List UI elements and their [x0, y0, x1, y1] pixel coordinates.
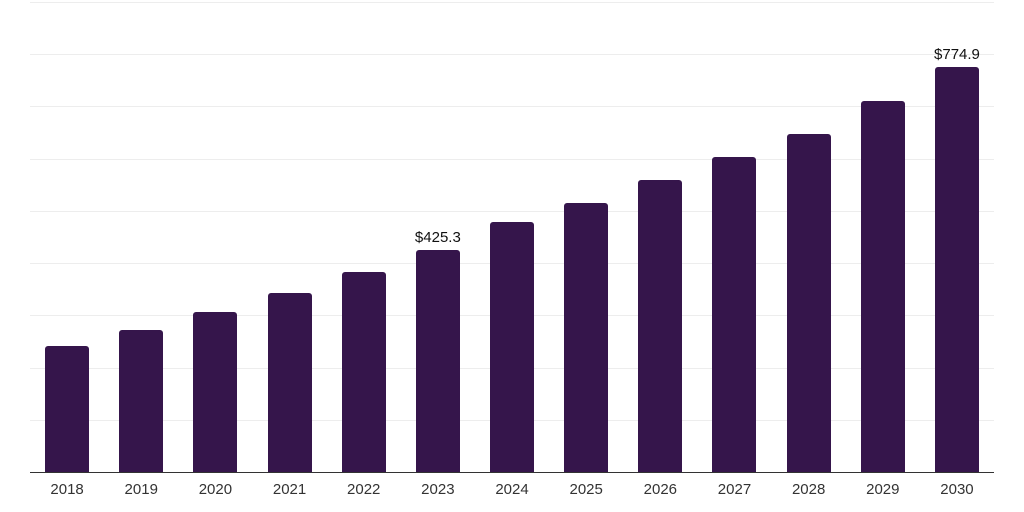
bar-slot-2024 [475, 2, 549, 472]
bar-slot-2020 [178, 2, 252, 472]
x-tick-label-2023: 2023 [421, 481, 455, 498]
x-axis-tick-labels: 2018 2019 2020 2021 2022 2023 2024 2025 2026 2027… [30, 481, 994, 499]
bar-slot-2026 [623, 2, 697, 472]
x-tick-label-2026: 2026 [643, 481, 678, 498]
bar-2028 [786, 133, 831, 472]
y-gridline [30, 54, 994, 56]
bar-2030: $774.9 [934, 46, 980, 472]
bar-2022 [341, 272, 386, 472]
y-gridline [30, 158, 994, 160]
bar-2019 [119, 329, 164, 472]
x-tick-label-2030: 2030 [940, 481, 974, 498]
bar-2021 [267, 293, 312, 472]
bar-slot-2025 [549, 2, 623, 472]
x-tick-label-2024: 2024 [495, 481, 529, 498]
y-gridline [30, 106, 994, 108]
x-tick-label-2028: 2028 [791, 481, 826, 498]
bar-2025 [564, 203, 609, 472]
x-tick-label-2019: 2019 [124, 481, 158, 498]
y-gridline [30, 210, 994, 212]
bar-2024 [490, 222, 535, 472]
bar-slot-2028 [772, 2, 846, 472]
bar-2018 [45, 345, 90, 472]
y-gridline [30, 2, 994, 3]
bar-2029 [860, 101, 905, 472]
bar-slot-2023: $425.3 [401, 2, 475, 472]
bar-slot-2022 [327, 2, 401, 472]
bar-slot-2030: $774.9 [920, 2, 994, 472]
bars-group: $425.3 $774.9 [30, 2, 994, 472]
bar-slot-2021 [252, 2, 326, 472]
bar-2023: $425.3 [415, 229, 461, 472]
bar-slot-2018 [30, 2, 104, 472]
x-tick-label-2018: 2018 [50, 481, 84, 498]
x-tick-label-2022: 2022 [347, 481, 381, 498]
bar-2026 [638, 179, 683, 472]
bar-2020 [193, 312, 238, 472]
bar-slot-2019 [104, 2, 178, 472]
plot-area: $425.3 $774.9 [30, 2, 994, 473]
bar-slot-2029 [846, 2, 920, 472]
x-tick-label-2029: 2029 [866, 481, 900, 498]
bar-2027 [712, 157, 757, 472]
x-tick-label-2027: 2027 [717, 481, 752, 498]
x-tick-label-2021: 2021 [272, 481, 307, 498]
bar-value-label-2030: $774.9 [934, 46, 980, 64]
x-tick-label-2020: 2020 [198, 481, 233, 498]
bar-value-label-2023: $425.3 [414, 228, 461, 246]
bar-slot-2027 [697, 2, 771, 472]
x-tick-label-2025: 2025 [569, 481, 603, 498]
